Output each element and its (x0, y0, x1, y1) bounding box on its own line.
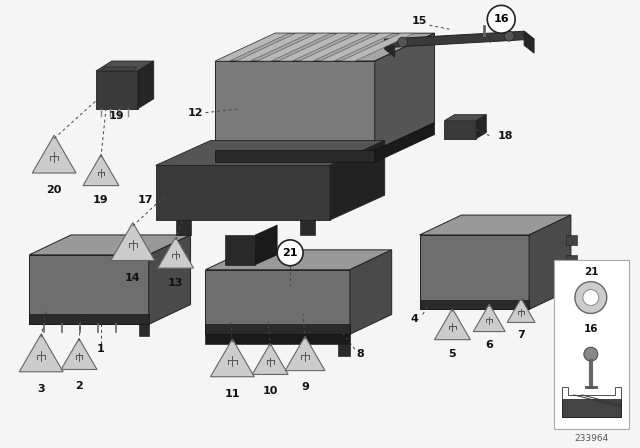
Circle shape (487, 5, 515, 33)
Text: 12: 12 (188, 108, 204, 118)
Polygon shape (341, 33, 415, 61)
Polygon shape (330, 141, 385, 220)
Text: 21: 21 (584, 267, 598, 277)
Polygon shape (420, 215, 571, 235)
Text: 233964: 233964 (574, 434, 609, 443)
Polygon shape (566, 235, 577, 245)
Polygon shape (255, 225, 277, 265)
Polygon shape (236, 33, 310, 61)
Text: 20: 20 (47, 185, 62, 195)
Polygon shape (29, 314, 148, 324)
Circle shape (575, 282, 607, 314)
Polygon shape (385, 39, 395, 57)
Polygon shape (566, 255, 577, 265)
Text: 16: 16 (584, 324, 598, 334)
Text: 2: 2 (75, 381, 83, 391)
Polygon shape (529, 215, 571, 310)
Text: 17: 17 (138, 195, 154, 205)
Polygon shape (216, 61, 375, 151)
Polygon shape (385, 31, 534, 47)
Circle shape (584, 347, 598, 361)
Polygon shape (175, 220, 191, 235)
Text: 9: 9 (301, 382, 309, 392)
Text: 1: 1 (97, 344, 105, 354)
Polygon shape (507, 298, 535, 323)
Polygon shape (205, 324, 350, 334)
Polygon shape (257, 33, 331, 61)
Circle shape (277, 240, 303, 266)
Polygon shape (252, 344, 288, 375)
Polygon shape (375, 123, 435, 162)
Polygon shape (205, 270, 350, 334)
Polygon shape (225, 235, 255, 265)
Text: 10: 10 (262, 386, 278, 396)
Polygon shape (205, 250, 392, 270)
Polygon shape (148, 235, 191, 324)
Polygon shape (29, 255, 148, 324)
Polygon shape (278, 33, 352, 61)
Text: 13: 13 (168, 278, 183, 288)
Polygon shape (61, 339, 97, 370)
Polygon shape (139, 324, 148, 336)
Polygon shape (476, 115, 486, 138)
Text: 21: 21 (282, 248, 298, 258)
Polygon shape (562, 387, 621, 399)
Text: 14: 14 (125, 273, 141, 283)
Circle shape (504, 31, 514, 41)
Polygon shape (350, 250, 392, 334)
Polygon shape (205, 334, 350, 344)
Polygon shape (211, 339, 254, 377)
Bar (562, 399, 621, 417)
Polygon shape (375, 33, 435, 151)
Polygon shape (156, 141, 385, 165)
Polygon shape (101, 67, 137, 71)
Polygon shape (566, 275, 577, 284)
Polygon shape (524, 31, 534, 53)
Polygon shape (96, 71, 138, 109)
Text: 3: 3 (37, 384, 45, 394)
Polygon shape (216, 33, 289, 61)
Text: 18: 18 (497, 130, 513, 141)
Bar (554, 260, 628, 429)
Text: 5: 5 (449, 349, 456, 359)
Polygon shape (299, 33, 372, 61)
Polygon shape (338, 344, 350, 356)
Polygon shape (32, 135, 76, 173)
Polygon shape (156, 165, 330, 220)
Circle shape (583, 289, 599, 306)
Polygon shape (96, 61, 154, 71)
Circle shape (397, 37, 408, 47)
Text: 16: 16 (493, 14, 509, 24)
Polygon shape (29, 235, 191, 255)
Polygon shape (474, 304, 505, 332)
Polygon shape (285, 336, 325, 370)
Polygon shape (83, 155, 119, 185)
Text: 11: 11 (225, 389, 240, 399)
Polygon shape (19, 334, 63, 372)
Text: 6: 6 (485, 340, 493, 350)
Text: 15: 15 (412, 16, 428, 26)
Text: 4: 4 (411, 314, 419, 324)
Polygon shape (111, 223, 155, 260)
Polygon shape (320, 33, 394, 61)
Polygon shape (420, 300, 529, 310)
Text: 8: 8 (356, 349, 364, 359)
Polygon shape (444, 115, 486, 121)
Text: 19: 19 (93, 195, 109, 205)
Text: 19: 19 (109, 111, 125, 121)
Polygon shape (444, 121, 476, 138)
Polygon shape (138, 61, 154, 109)
Text: 7: 7 (517, 330, 525, 340)
Polygon shape (216, 33, 435, 61)
Polygon shape (157, 237, 193, 268)
Polygon shape (435, 309, 470, 340)
Polygon shape (420, 235, 529, 310)
Polygon shape (300, 220, 315, 235)
Polygon shape (216, 151, 375, 162)
